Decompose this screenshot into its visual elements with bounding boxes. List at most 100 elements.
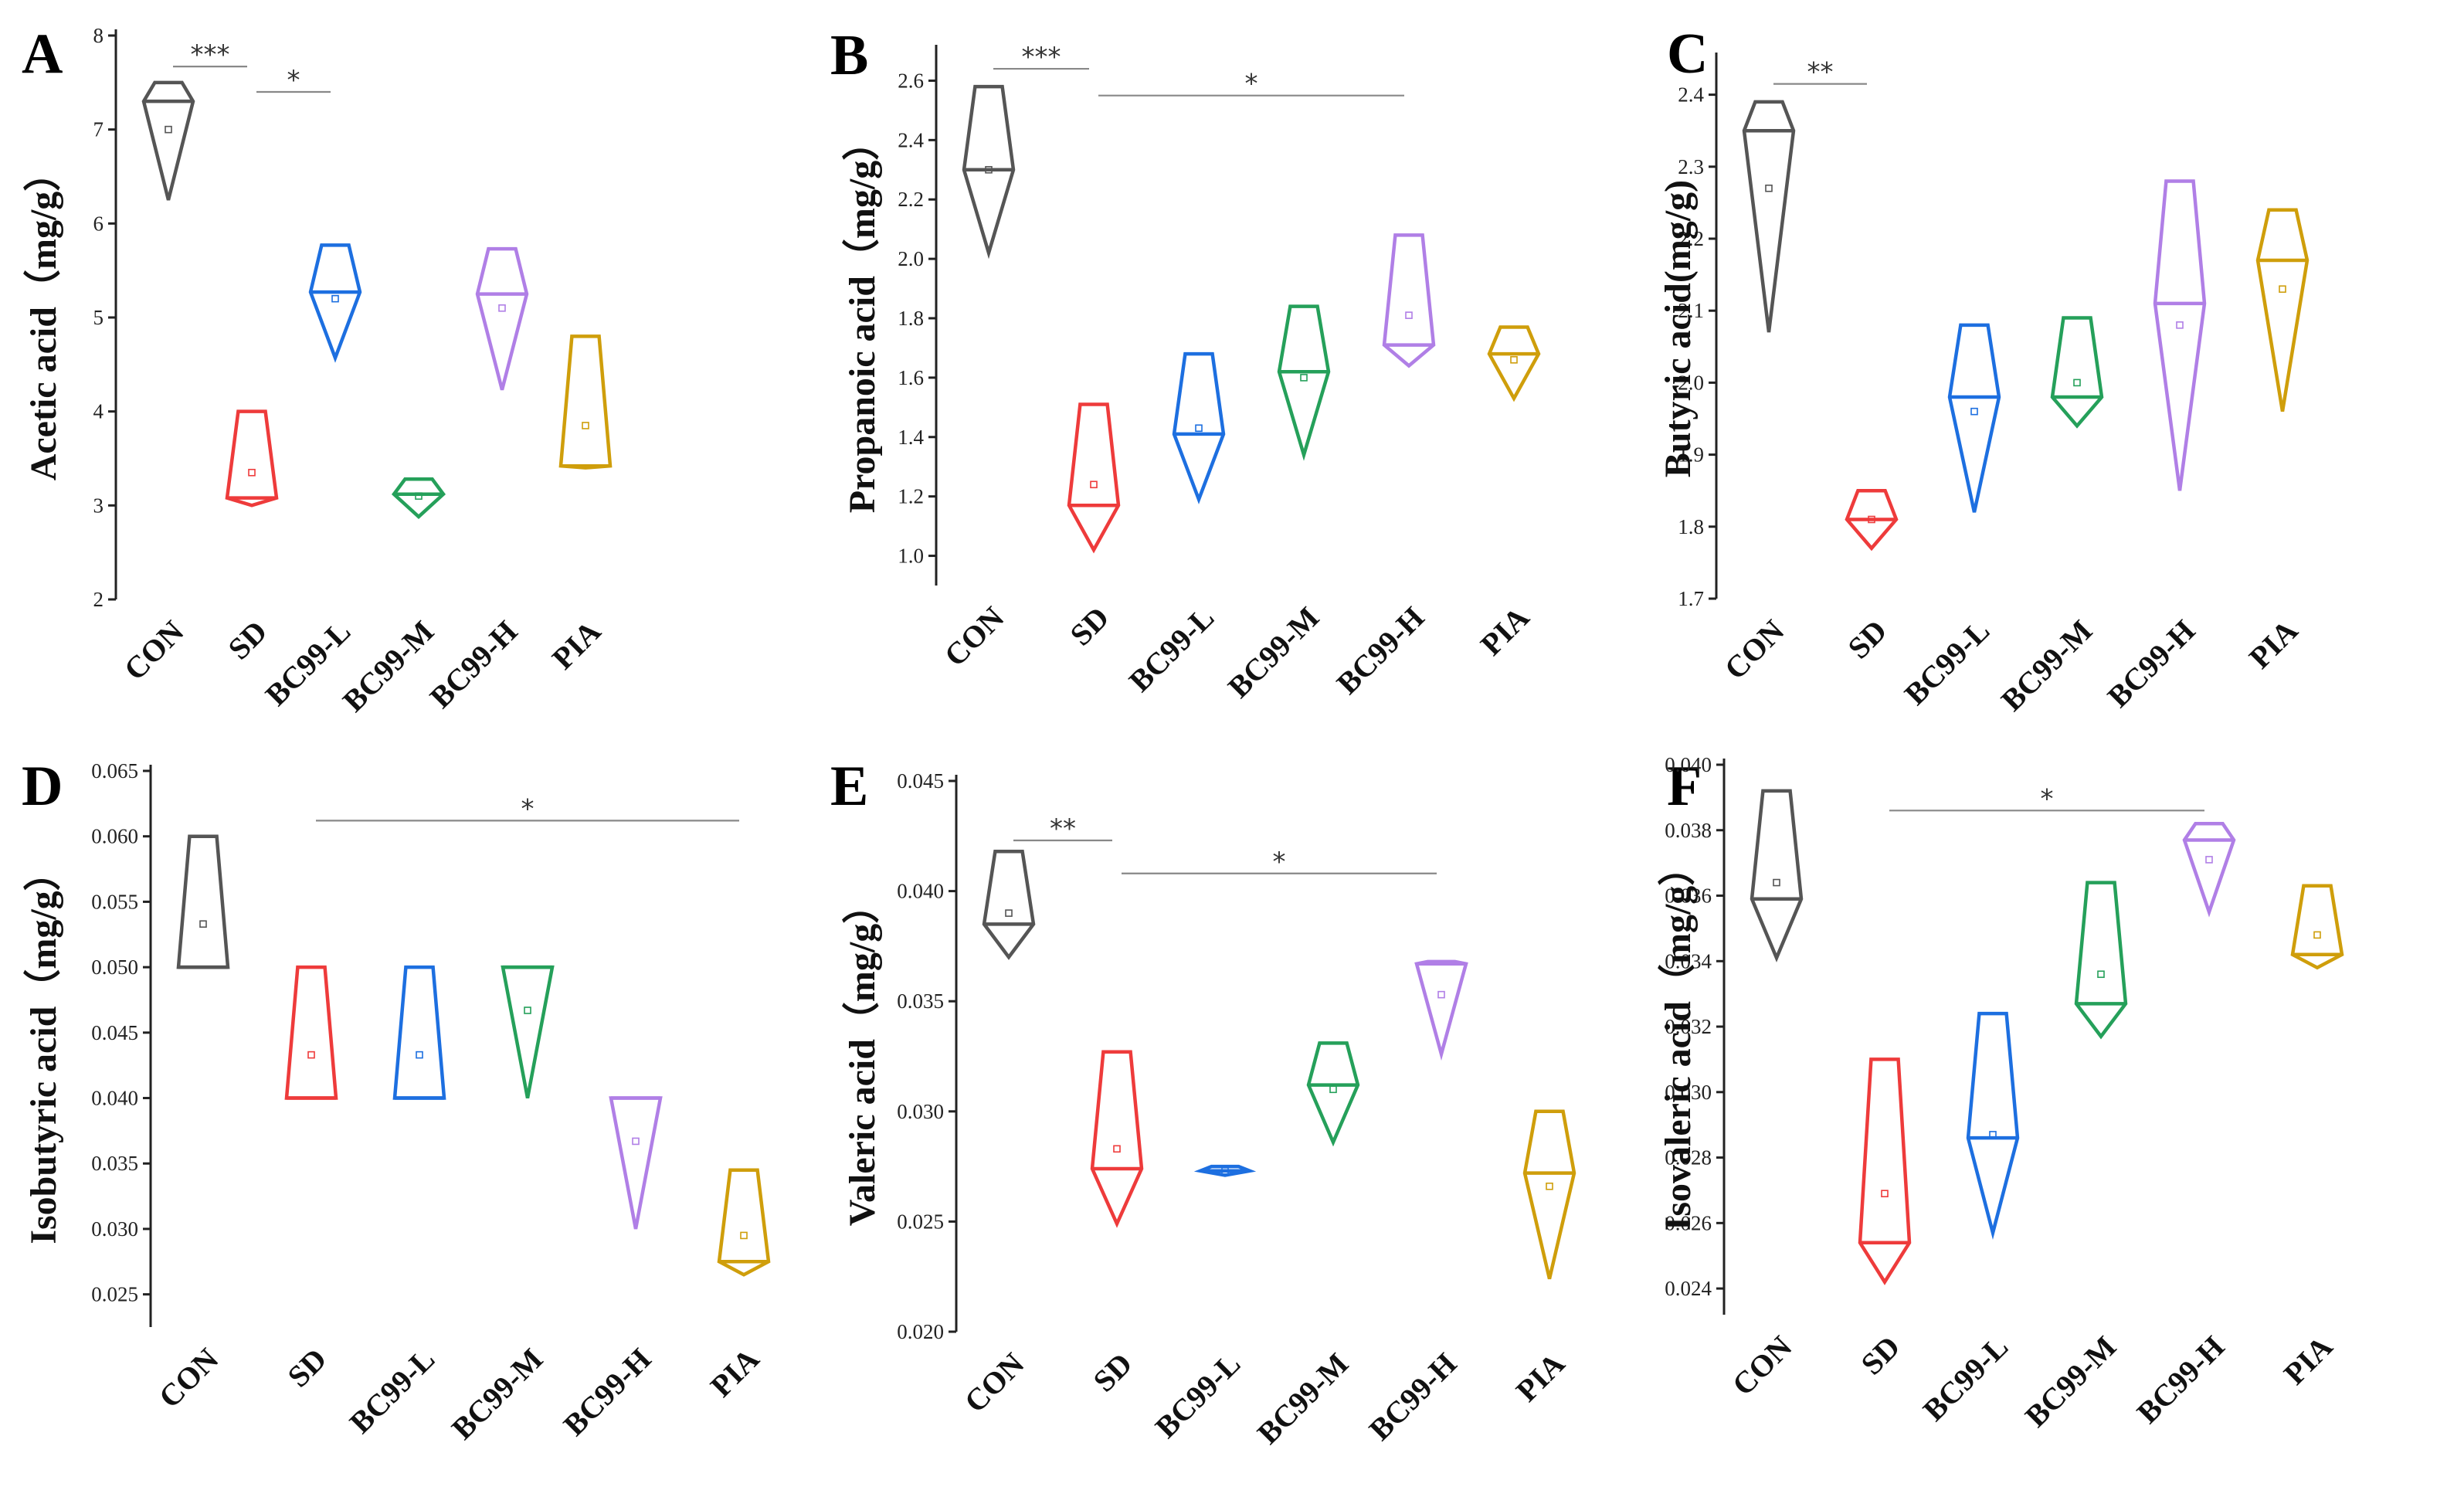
panel-letter: C — [1667, 22, 1708, 86]
y-tick-label: 0.026 — [1665, 1211, 1712, 1234]
significance-bracket: * — [256, 65, 331, 96]
violin-shape — [1845, 488, 1899, 552]
violin-con — [1742, 100, 1796, 333]
violin-bc99-h — [609, 1096, 663, 1230]
violin-shape — [2050, 316, 2104, 429]
y-tick-label: 0.038 — [1665, 819, 1712, 842]
violin-bc99-m — [2074, 881, 2128, 1040]
mean-marker — [1868, 515, 1875, 524]
significance-label: * — [287, 65, 300, 96]
mean-marker — [199, 920, 207, 928]
mean-marker — [740, 1231, 748, 1240]
violin-bc99-m — [1306, 1041, 1360, 1147]
y-tick-label: 1.4 — [898, 426, 924, 449]
y-tick-label: 0.045 — [91, 1021, 138, 1044]
violin-shape — [141, 80, 195, 201]
significance-label: * — [1245, 69, 1258, 100]
violin-sd — [284, 965, 338, 1100]
mean-marker — [2176, 321, 2184, 329]
x-tick-label: PIA — [704, 1341, 766, 1404]
violin-bc99-m — [391, 477, 446, 519]
significance-label: *** — [191, 39, 230, 70]
y-tick-label: 8 — [93, 24, 104, 47]
y-tick-label: 2.4 — [898, 128, 924, 151]
y-tick-label: 2 — [93, 588, 104, 611]
y-tick-label: 0.028 — [1665, 1146, 1712, 1169]
significance-bracket: ** — [1013, 813, 1112, 844]
x-tick-label: BC99-L — [1916, 1329, 2015, 1428]
y-tick-label: 0.065 — [91, 759, 138, 782]
y-tick-label: 1.0 — [898, 545, 924, 568]
y-tick-label: 0.030 — [897, 1100, 944, 1123]
x-tick-label: SD — [1841, 613, 1893, 666]
violin-shape — [475, 246, 529, 391]
violin-shape — [1858, 1057, 1912, 1285]
mean-marker — [1090, 480, 1098, 489]
violin-con — [141, 80, 195, 201]
violin-shape — [1750, 789, 1804, 962]
violin-bc99-h — [2182, 822, 2236, 918]
y-tick-label: 1.8 — [898, 307, 924, 330]
x-tick-label: CON — [958, 1346, 1031, 1419]
y-tick-label: 0.050 — [91, 956, 138, 979]
y-axis-label: Acetic acid（mg/g） — [23, 154, 64, 481]
y-tick-label: 7 — [93, 118, 104, 141]
y-tick-label: 0.035 — [897, 990, 944, 1013]
panel-b: B 1.0 1.2 1.4 1.6 1.8 2.0 2.2 2.4 2.6 Propanoic ac… — [830, 24, 1541, 704]
mean-marker — [2313, 931, 2321, 939]
violin-sd — [1067, 402, 1121, 554]
y-tick-label: 2.1 — [1678, 299, 1704, 322]
mean-marker — [1437, 990, 1445, 999]
violin-shape — [176, 834, 230, 969]
significance-bracket: *** — [993, 42, 1089, 73]
y-tick-label: 0.030 — [1665, 1081, 1712, 1104]
y-tick-label: 0.045 — [897, 769, 944, 793]
mean-marker — [1329, 1085, 1337, 1094]
mean-marker — [416, 1051, 423, 1059]
mean-marker — [524, 1006, 531, 1014]
y-tick-label: 1.6 — [898, 366, 924, 389]
panel-letter: D — [22, 755, 63, 818]
mean-marker — [2205, 856, 2213, 864]
violin-shape — [1742, 100, 1796, 333]
x-tick-label: BC99-M — [2018, 1329, 2123, 1434]
mean-marker — [307, 1051, 315, 1059]
violin-shape — [501, 965, 555, 1098]
mean-marker — [1989, 1131, 1997, 1139]
violin-shape — [1067, 402, 1121, 554]
violin-bc99-h — [1382, 233, 1436, 368]
violin-shape — [2290, 884, 2344, 970]
violin-shape — [1306, 1041, 1360, 1147]
y-tick-label: 0.024 — [1665, 1277, 1712, 1300]
violin-shape — [982, 850, 1036, 960]
significance-bracket: * — [1889, 783, 2204, 814]
violin-pia — [1487, 325, 1541, 402]
violin-sd — [1090, 1050, 1144, 1228]
mean-marker — [2073, 378, 2081, 387]
y-tick-label: 0.034 — [1665, 949, 1712, 973]
y-tick-label: 0.040 — [91, 1087, 138, 1110]
y-tick-label: 0.040 — [1665, 753, 1712, 776]
y-tick-label: 3 — [93, 494, 104, 517]
mean-marker — [2097, 970, 2105, 979]
violin-bc99-h — [2153, 179, 2207, 491]
violin-shape — [1382, 233, 1436, 368]
x-tick-label: BC99-M — [336, 614, 441, 719]
panel-letter: A — [22, 22, 63, 86]
y-tick-label: 2.6 — [898, 69, 924, 92]
x-tick-label: SD — [1086, 1346, 1139, 1399]
panel-d: D 0.025 0.030 0.035 0.040 0.045 0.050 0.055 0.06… — [22, 755, 771, 1447]
violin-shape — [2255, 208, 2310, 412]
mean-marker — [1221, 1167, 1229, 1175]
violin-bc99-l — [1947, 323, 2001, 513]
x-tick-label: BC99-H — [1363, 1346, 1464, 1448]
x-tick-label: BC99-M — [445, 1342, 550, 1447]
y-tick-label: 0.040 — [897, 880, 944, 903]
mean-marker — [1510, 356, 1518, 364]
y-tick-label: 4 — [93, 400, 104, 423]
x-tick-label: BC99-M — [1251, 1346, 1356, 1451]
significance-label: * — [521, 793, 535, 824]
x-tick-label: BC99-H — [2130, 1329, 2232, 1431]
